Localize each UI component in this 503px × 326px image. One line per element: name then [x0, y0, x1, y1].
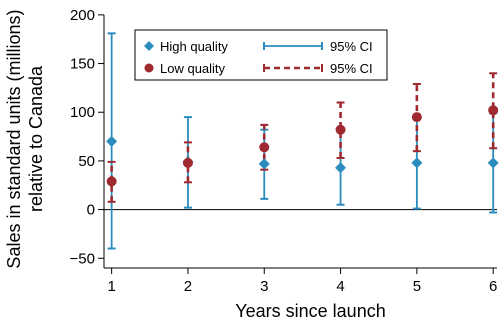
point-low-quality [182, 157, 193, 168]
y-tick-label: 150 [70, 56, 95, 73]
x-tick-label: 3 [260, 278, 268, 295]
y-tick-label: −50 [70, 250, 95, 267]
x-axis-title: Years since launch [235, 301, 385, 321]
legend-marker-high-quality [144, 41, 154, 51]
point-high-quality [335, 162, 347, 174]
x-tick-label: 5 [413, 278, 421, 295]
legend-marker-low-quality [144, 63, 154, 73]
x-tick-label: 6 [489, 278, 497, 295]
y-axis-title-line: relative to Canada [26, 65, 46, 212]
point-low-quality [335, 124, 346, 135]
point-high-quality [106, 135, 118, 147]
legend-ci-label: 95% CI [330, 61, 373, 76]
x-tick-label: 4 [336, 278, 344, 295]
y-tick-label: 100 [70, 104, 95, 121]
y-tick-label: 200 [70, 7, 95, 24]
point-high-quality [487, 157, 499, 169]
chart-marks [106, 32, 499, 250]
legend-box [134, 29, 388, 81]
point-low-quality [411, 112, 422, 123]
point-low-quality [259, 142, 270, 153]
legend-ci-label: 95% CI [330, 39, 373, 54]
x-tick-label: 1 [107, 278, 115, 295]
legend: High quality 95% CI Low quality 95% CI [134, 29, 388, 81]
point-low-quality [488, 105, 499, 116]
y-tick-label: 0 [87, 202, 95, 219]
point-low-quality [106, 176, 117, 187]
point-high-quality [258, 158, 270, 170]
axes: −50 0 50 100 150 200 1 2 3 4 5 6 [70, 7, 498, 295]
y-tick-label: 50 [78, 153, 95, 170]
y-axis-title: Sales in standard units (millions) relati… [4, 9, 46, 268]
point-high-quality [411, 157, 423, 169]
x-tick-label: 2 [184, 278, 192, 295]
y-axis-title-line: Sales in standard units (millions) [4, 9, 24, 268]
legend-label: High quality [160, 39, 228, 54]
legend-label: Low quality [160, 61, 226, 76]
